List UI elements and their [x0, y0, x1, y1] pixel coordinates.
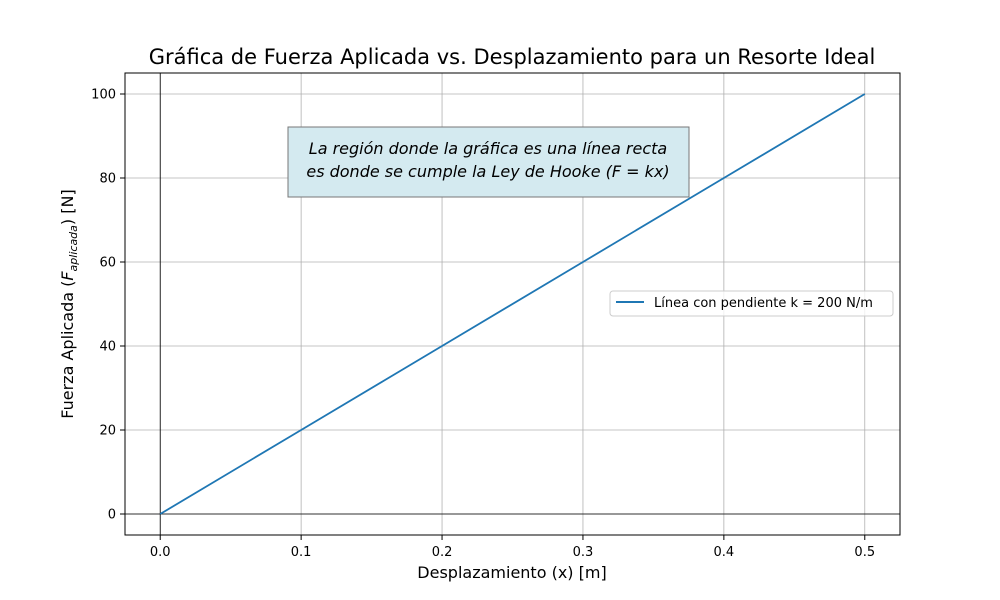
x-tick-label: 0.0 — [150, 545, 171, 560]
y-tick-label: 20 — [99, 424, 116, 439]
y-axis-label-sub: aplicada — [67, 225, 80, 272]
legend-label: Línea con pendiente k = 200 N/m — [654, 296, 873, 311]
annotation-line-2: es donde se cumple la Ley de Hooke (F = … — [306, 162, 669, 181]
y-axis-ticks: 0 20 40 60 80 100 — [91, 88, 125, 523]
y-tick-label: 0 — [108, 508, 116, 523]
y-axis-label-main: Fuerza Aplicada ( — [58, 281, 77, 419]
y-tick-label: 100 — [91, 88, 116, 103]
series-layer — [159, 93, 866, 515]
y-tick-label: 60 — [99, 256, 116, 271]
legend: Línea con pendiente k = 200 N/m — [609, 290, 894, 317]
plot-frame — [124, 72, 901, 536]
reference-lines — [125, 73, 900, 535]
series-line — [159, 93, 866, 515]
x-tick-label: 0.5 — [854, 545, 875, 560]
x-tick-label: 0.1 — [291, 545, 312, 560]
y-axis-label-var: F — [58, 271, 77, 281]
annotation-line-2-prefix: es donde se cumple la Ley de Hooke ( — [306, 162, 612, 181]
x-tick-label: 0.4 — [714, 545, 735, 560]
y-axis-label-tail: ) [N] — [58, 189, 77, 225]
annotation-formula: F = kx — [612, 162, 664, 181]
annotation-box: La región donde la gráfica es una línea … — [287, 126, 690, 198]
y-tick-label: 80 — [99, 172, 116, 187]
x-tick-label: 0.2 — [432, 545, 453, 560]
y-tick-label: 40 — [99, 340, 116, 355]
x-tick-label: 0.3 — [573, 545, 594, 560]
annotation-line-2-suffix: ) — [662, 162, 669, 181]
chart-title: Gráfica de Fuerza Aplicada vs. Desplazam… — [149, 45, 876, 69]
annotation-background — [287, 126, 690, 198]
x-axis-label: Desplazamiento (x) [m] — [417, 563, 606, 582]
y-axis-label: Fuerza Aplicada (Faplicada) [N] — [58, 189, 80, 418]
x-axis-ticks: 0.0 0.1 0.2 0.3 0.4 0.5 — [150, 535, 875, 560]
annotation-line-1: La región donde la gráfica es una línea … — [309, 139, 667, 158]
legend-frame — [609, 290, 894, 317]
